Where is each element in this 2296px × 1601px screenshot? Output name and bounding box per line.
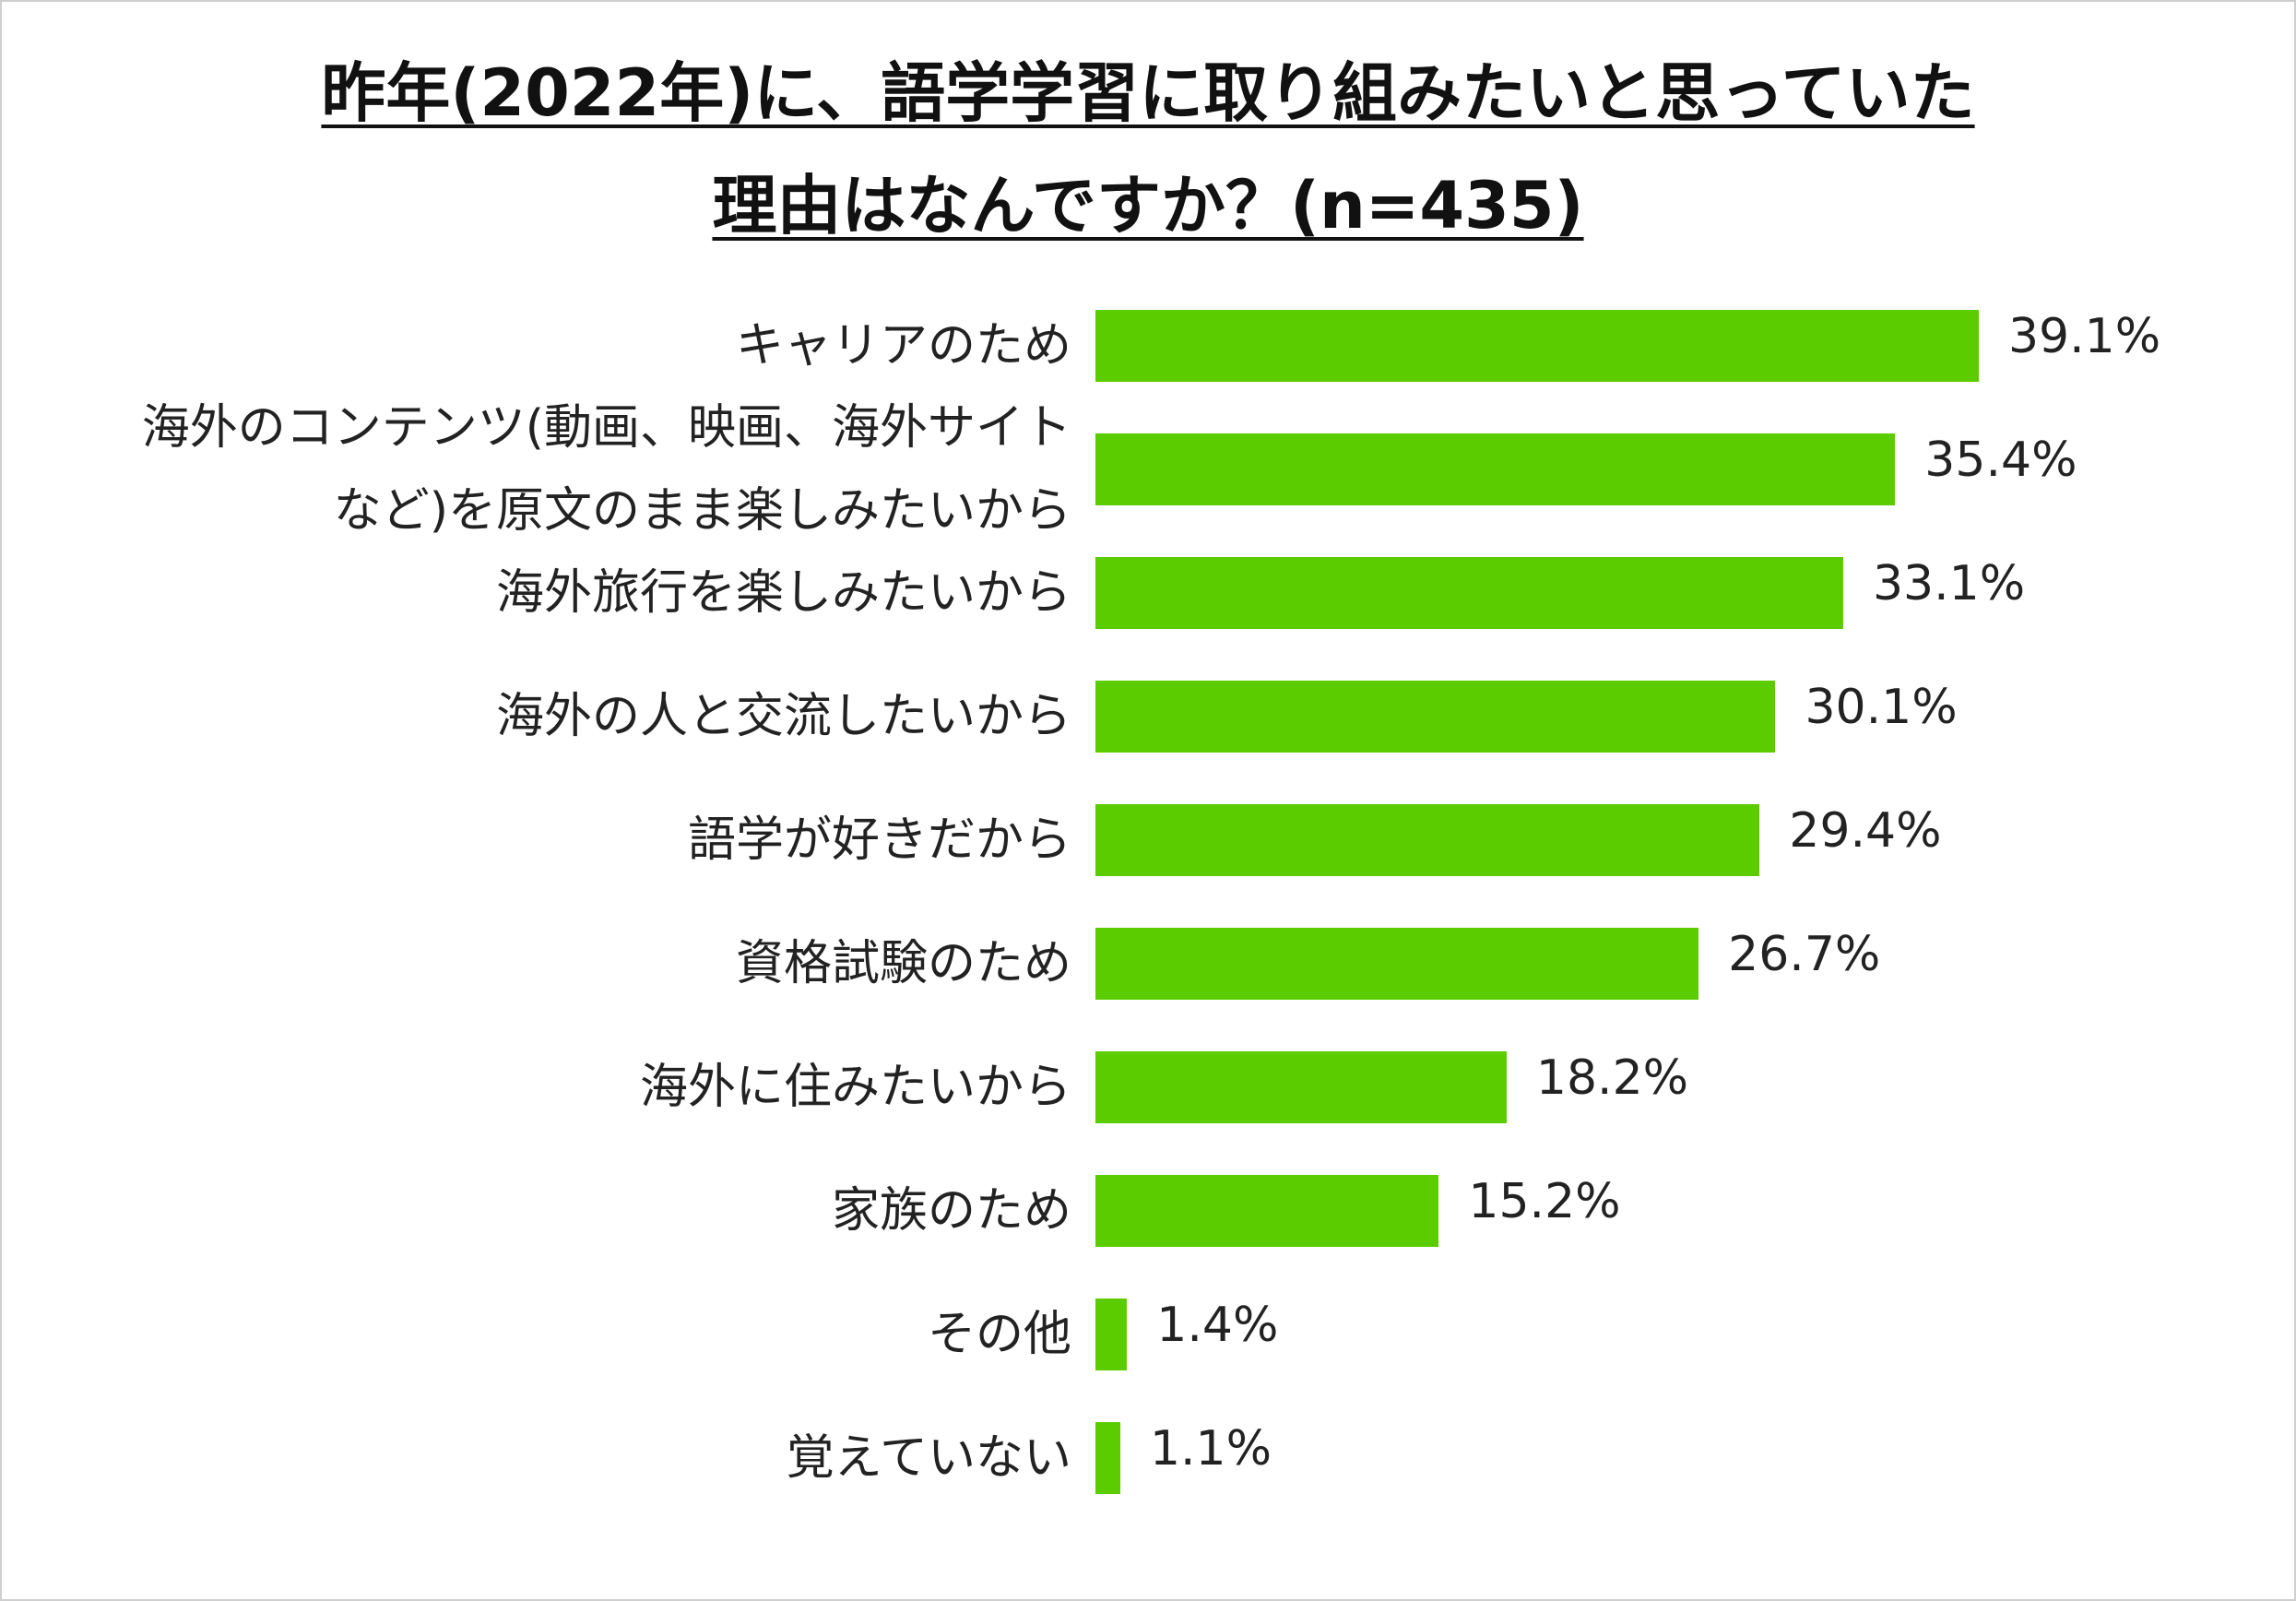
bar [1095,433,1896,505]
category-label-line: 覚えていない [786,1430,1071,1486]
value-label: 15.2% [1468,1174,1621,1229]
bar [1095,1051,1507,1123]
bar [1095,804,1760,876]
category-label: 海外旅行を楽しみたいから [39,551,1071,634]
value-label: 30.1% [1805,680,1958,735]
category-label-line: 語学が好きだから [687,812,1071,868]
category-label: 資格試験のため [39,922,1071,1005]
category-label: 覚えていない [39,1417,1071,1500]
category-label-line: その他 [927,1307,1071,1362]
bar [1095,1175,1439,1247]
bar [1095,310,1979,382]
bar [1095,681,1776,753]
category-label: 海外の人と交流したいから [39,675,1071,758]
bar [1095,928,1699,1000]
value-label: 1.4% [1156,1298,1279,1353]
value-label: 39.1% [2007,309,2161,364]
category-label-line: 海外に住みたいから [639,1060,1071,1115]
chart-title-line-2: 理由はなんですか？(n=435) [712,168,1584,243]
category-label-line: 海外のコンテンツ(動画、映画、海外サイト [141,400,1071,456]
category-label: 海外に住みたいから [39,1046,1071,1129]
category-label: その他 [39,1293,1071,1376]
chart-title: 昨年(2022年)に、語学学習に取り組みたいと思っていた 理由はなんですか？(n… [0,37,2296,262]
category-label-line: など)を原文のまま楽しみたいから [333,483,1071,539]
value-label: 29.4% [1789,803,1942,859]
value-label: 26.7% [1728,927,1881,982]
category-label: 語学が好きだから [39,799,1071,882]
bar [1095,557,1843,629]
category-label: 家族のため [39,1169,1071,1252]
bar [1095,1299,1128,1370]
category-label-line: キャリアのため [735,318,1071,374]
value-label: 33.1% [1872,556,2026,611]
category-label: 海外のコンテンツ(動画、映画、海外サイトなど)を原文のまま楽しみたいから [39,386,1071,552]
value-label: 35.4% [1924,433,2077,488]
category-label-line: 資格試験のため [735,936,1071,991]
value-label: 18.2% [1535,1050,1689,1106]
chart-title-line-1: 昨年(2022年)に、語学学習に取り組みたいと思っていた [321,55,1975,131]
category-label: キャリアのため [39,304,1071,387]
bar [1095,1422,1120,1494]
category-label-line: 海外の人と交流したいから [495,689,1071,744]
category-label-line: 家族のため [831,1183,1071,1239]
value-label: 1.1% [1149,1421,1272,1476]
category-label-line: 海外旅行を楽しみたいから [495,565,1071,621]
